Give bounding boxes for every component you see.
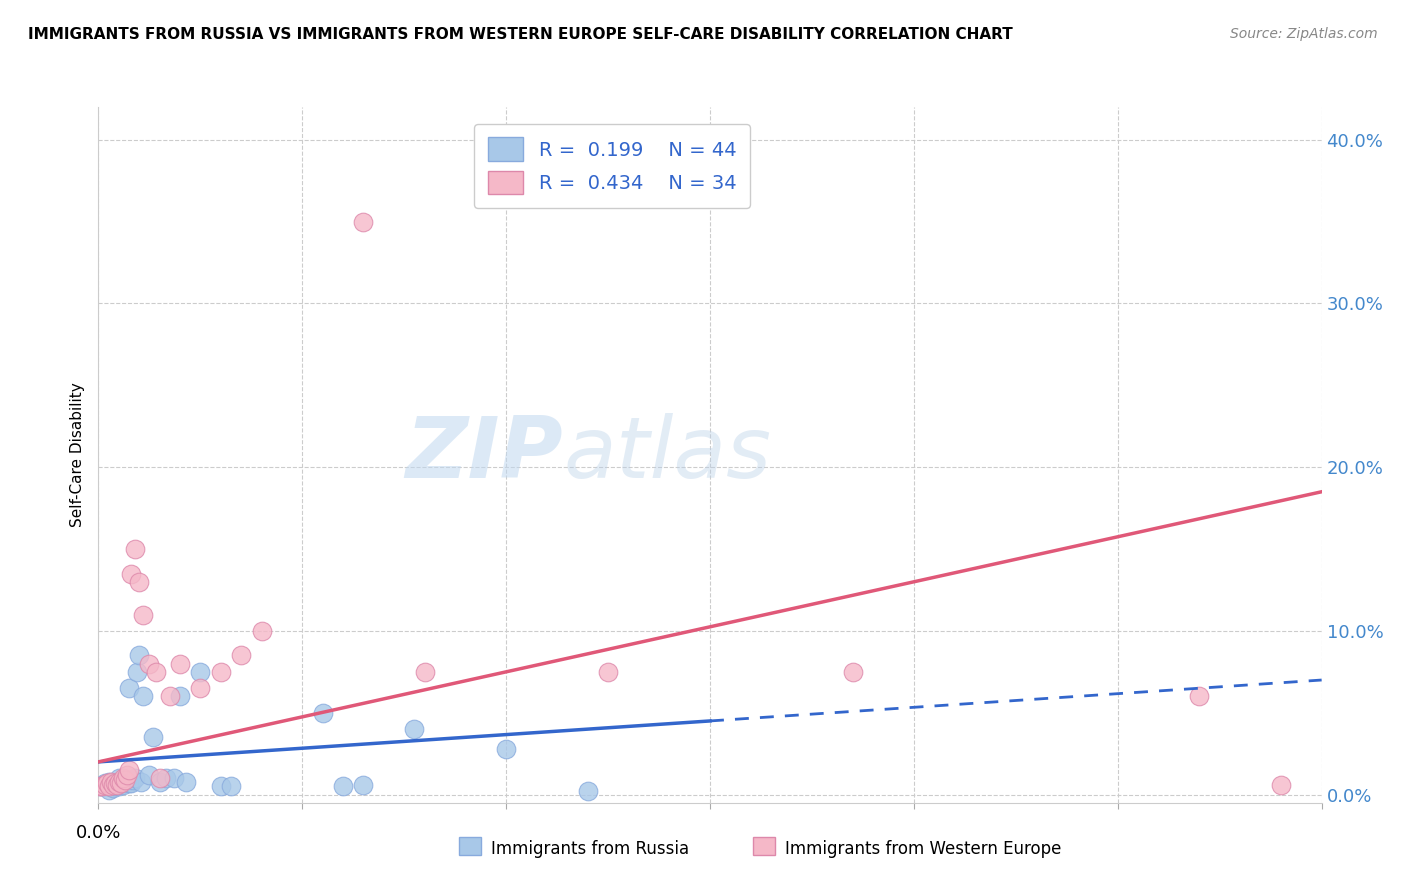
Point <box>111 771 134 785</box>
Point <box>188 665 212 679</box>
Point <box>111 778 134 792</box>
Point <box>104 776 127 790</box>
Point <box>97 782 120 797</box>
Point <box>155 771 177 785</box>
Point <box>209 665 232 679</box>
Point <box>120 776 142 790</box>
Point <box>576 784 599 798</box>
Point <box>145 665 167 679</box>
Point <box>114 774 136 789</box>
Point <box>174 774 197 789</box>
Point <box>101 776 124 790</box>
Point <box>149 774 172 789</box>
Point <box>312 706 335 720</box>
Text: Source: ZipAtlas.com: Source: ZipAtlas.com <box>1230 27 1378 41</box>
Point <box>97 774 120 789</box>
Point <box>169 657 191 671</box>
Point <box>128 648 150 663</box>
Point <box>128 574 150 589</box>
Point <box>404 722 426 736</box>
Point <box>91 780 114 794</box>
Point <box>132 690 155 704</box>
Point <box>110 776 132 790</box>
Point <box>149 771 172 785</box>
Point <box>118 763 141 777</box>
Point <box>127 665 149 679</box>
Point <box>250 624 273 638</box>
Point <box>142 731 165 745</box>
Point <box>89 780 111 794</box>
Point <box>120 566 142 581</box>
Point <box>598 665 620 679</box>
Text: atlas: atlas <box>564 413 772 497</box>
Point <box>841 665 863 679</box>
Point <box>97 780 120 794</box>
Bar <box>752 838 775 855</box>
Point <box>188 681 212 696</box>
Point <box>352 778 374 792</box>
Point <box>105 778 128 792</box>
Point <box>1270 778 1292 792</box>
Point <box>93 778 115 792</box>
Text: ZIP: ZIP <box>405 413 564 497</box>
Bar <box>460 838 481 855</box>
Point <box>110 776 132 790</box>
Point <box>108 780 131 794</box>
Point <box>352 214 374 228</box>
Point <box>209 780 232 794</box>
Point <box>105 774 128 789</box>
Point <box>115 768 138 782</box>
Point <box>124 542 146 557</box>
Point <box>118 776 141 790</box>
Point <box>100 780 122 794</box>
Point <box>104 780 127 794</box>
Point <box>159 690 181 704</box>
Legend: R =  0.199    N = 44, R =  0.434    N = 34: R = 0.199 N = 44, R = 0.434 N = 34 <box>474 124 749 208</box>
Point <box>91 780 114 794</box>
Point <box>122 772 145 787</box>
Point <box>115 772 138 787</box>
Point <box>231 648 253 663</box>
Point <box>108 771 131 785</box>
Text: Immigrants from Western Europe: Immigrants from Western Europe <box>785 839 1062 858</box>
Point <box>332 780 354 794</box>
Point <box>132 607 155 622</box>
Point <box>101 778 124 792</box>
Point <box>1188 690 1211 704</box>
Point <box>138 657 160 671</box>
Text: IMMIGRANTS FROM RUSSIA VS IMMIGRANTS FROM WESTERN EUROPE SELF-CARE DISABILITY CO: IMMIGRANTS FROM RUSSIA VS IMMIGRANTS FRO… <box>28 27 1012 42</box>
Point <box>89 780 111 794</box>
Point <box>138 768 160 782</box>
Point <box>118 681 141 696</box>
Text: 0.0%: 0.0% <box>76 823 121 842</box>
Point <box>413 665 436 679</box>
Point <box>101 780 124 795</box>
Point <box>93 780 115 794</box>
Point <box>163 771 186 785</box>
Point <box>169 690 191 704</box>
Point <box>96 780 118 794</box>
Point <box>96 776 118 790</box>
Point <box>495 741 517 756</box>
Text: Immigrants from Russia: Immigrants from Russia <box>491 839 689 858</box>
Point <box>100 774 122 789</box>
Point <box>93 776 115 790</box>
Point <box>108 774 131 789</box>
Y-axis label: Self-Care Disability: Self-Care Disability <box>70 383 86 527</box>
Point <box>129 774 152 789</box>
Point <box>219 780 242 794</box>
Point <box>114 772 136 787</box>
Point <box>124 771 146 785</box>
Point <box>111 772 134 787</box>
